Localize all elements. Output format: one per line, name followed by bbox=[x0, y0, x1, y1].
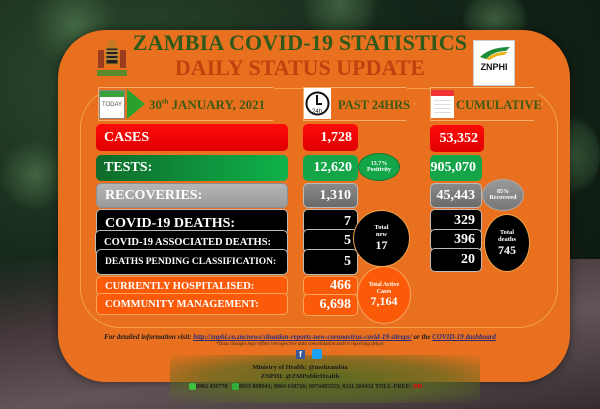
play-arrow-icon bbox=[127, 89, 145, 119]
info-line: For detailed information visit: http://z… bbox=[104, 333, 496, 341]
positivity-badge: 13.7% Positivity bbox=[358, 153, 400, 181]
pending-deaths-label: DEATHS PENDING CLASSIFICATION: bbox=[96, 249, 288, 275]
znphi-handle: ZNPHI: @ZMPublicHealth bbox=[260, 373, 340, 380]
cases-label: CASES bbox=[96, 124, 288, 151]
disclaimer: *Data changes may reflect retrospective … bbox=[216, 342, 384, 347]
znphi-logo: ZNPHI bbox=[473, 40, 515, 86]
total-new-deaths-badge: Total new 17 bbox=[353, 210, 410, 267]
whatsapp-icon bbox=[189, 383, 196, 390]
past24-label: PAST 24HRS bbox=[338, 98, 411, 112]
phone-icon bbox=[232, 383, 239, 390]
cases-cumulative: 53,352 bbox=[430, 125, 484, 152]
zambia-coat-of-arms-icon bbox=[94, 38, 130, 80]
associated-deaths-cumulative: 396 bbox=[430, 229, 482, 251]
recovered-badge: 85% Recovered bbox=[482, 179, 524, 211]
recoveries-cumulative: 45,443 bbox=[430, 183, 482, 208]
logo-text: ZNPHI bbox=[480, 62, 508, 72]
cumulative-label: CUMULATIVE bbox=[456, 98, 542, 112]
community-past24: 6,698 bbox=[303, 294, 358, 316]
calendar-icon bbox=[431, 90, 454, 118]
cases-past24: 1,728 bbox=[303, 124, 358, 151]
clock-24h-icon: 24h bbox=[304, 88, 331, 119]
total-deaths-badge: Total deaths 745 bbox=[484, 214, 530, 272]
twitter-icon[interactable] bbox=[312, 349, 322, 359]
moh-handle: Ministry of Health: @mohzambia bbox=[252, 364, 348, 371]
tests-cumulative: 905,070 bbox=[430, 155, 482, 181]
pending-deaths-cumulative: 20 bbox=[430, 248, 482, 272]
pending-deaths-past24: 5 bbox=[303, 249, 358, 275]
page-title: ZAMBIA COVID-19 STATISTICS bbox=[132, 30, 468, 55]
recoveries-past24: 1,310 bbox=[303, 183, 358, 208]
total-active-cases-badge: Total Active Cases 7,164 bbox=[357, 266, 411, 324]
contact-line: 0962 436778 0953 898941; 0964 638726; 09… bbox=[189, 383, 422, 390]
tests-past24: 12,620 bbox=[303, 155, 358, 181]
community-label: COMMUNITY MANAGEMENT: bbox=[96, 293, 288, 315]
tests-label: TESTS: bbox=[96, 155, 288, 181]
svg-text:24h: 24h bbox=[312, 109, 322, 115]
page-subtitle: DAILY STATUS UPDATE bbox=[174, 55, 426, 80]
today-calendar-icon: TODAY bbox=[99, 90, 125, 119]
facebook-icon[interactable]: f bbox=[296, 350, 305, 359]
hospitalised-past24: 466 bbox=[303, 276, 358, 296]
znphi-sitreps-link[interactable]: http://znphi.co.zm/news/situation-report… bbox=[193, 333, 412, 341]
report-date: 30th JANUARY, 2021 bbox=[149, 97, 266, 112]
covid-dashboard-link[interactable]: COVID-19 dashboard bbox=[432, 333, 496, 341]
znphi-bird-icon bbox=[480, 47, 510, 60]
contact-band bbox=[170, 355, 480, 403]
recoveries-label: RECOVERIES: bbox=[96, 183, 288, 208]
